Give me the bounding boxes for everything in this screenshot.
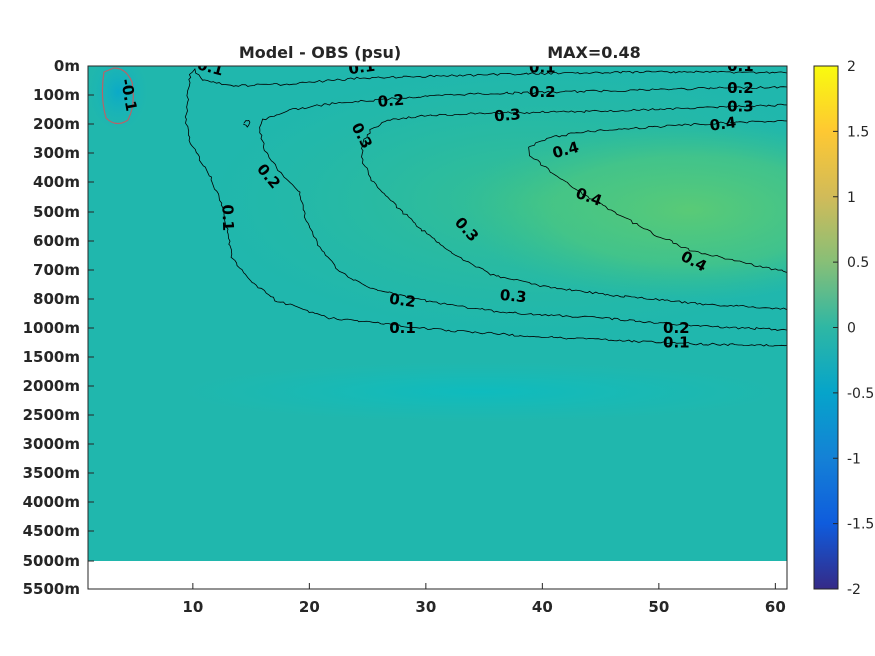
contour-neg-0.1 xyxy=(101,67,134,125)
contour-label: 0.1 xyxy=(218,204,237,231)
x-tick-label: 30 xyxy=(415,598,436,616)
contour-label: 0.3 xyxy=(499,286,527,306)
colorbar-ticks: 2 1.5 1 0.5 0 -0.5 -1 -1.5 -2 xyxy=(833,59,874,598)
y-tick-label: 100m xyxy=(33,86,80,104)
y-tick-label: 800m xyxy=(33,290,80,308)
y-tick-label: 0m xyxy=(54,57,80,75)
max-annotation: MAX=0.48 xyxy=(547,43,641,62)
y-tick-label: 3000m xyxy=(23,435,80,453)
x-tick-label: 40 xyxy=(532,598,553,616)
x-tick-label: 60 xyxy=(765,598,786,616)
y-tick-label: 5500m xyxy=(23,580,80,598)
deep-cold-band xyxy=(180,362,780,422)
missing-data-strip xyxy=(88,561,787,589)
contour-label: 0.1 xyxy=(529,58,556,76)
y-tick-label: 5000m xyxy=(23,552,80,570)
colorbar-tick-label: -0.5 xyxy=(847,386,874,402)
colorbar-tick-label: 0 xyxy=(847,321,856,337)
colorbar-tick-label: 2 xyxy=(847,59,856,75)
x-tick-label: 50 xyxy=(648,598,669,616)
colorbar-tick-label: 1.5 xyxy=(847,124,869,140)
contour-lines xyxy=(101,67,787,347)
contour-label: 0.2 xyxy=(377,91,405,111)
colorbar-tick-label: 0.5 xyxy=(847,255,869,271)
x-tick-label: 20 xyxy=(299,598,320,616)
x-axis-ticks: 10 20 30 40 50 60 xyxy=(182,583,786,616)
contour-0.1-outer xyxy=(184,68,787,347)
contour-label: 0.1 xyxy=(389,319,416,337)
y-tick-label: 200m xyxy=(33,115,80,133)
contour-label: 0.2 xyxy=(727,79,754,97)
contour-label: 0.1 xyxy=(347,57,376,79)
contour-label: 0.2 xyxy=(388,290,417,312)
colorbar-tick-label: -1 xyxy=(847,451,861,467)
y-tick-label: 300m xyxy=(33,144,80,162)
contour-label: 0.1 xyxy=(727,57,754,75)
contour-label: 0.4 xyxy=(709,113,738,135)
contour-0.2 xyxy=(259,86,787,331)
contour-0.3 xyxy=(361,103,787,311)
y-tick-label: 1000m xyxy=(23,319,80,337)
y-tick-label: 4000m xyxy=(23,493,80,511)
y-tick-label: 2000m xyxy=(23,377,80,395)
y-tick-label: 600m xyxy=(33,232,80,250)
y-axis-ticks: 0m 100m 200m 300m 400m 500m 600m 700m 800m 1000m 1… xyxy=(23,57,94,598)
chart-title: Model - OBS (psu) xyxy=(239,43,401,62)
contour-label: 0.3 xyxy=(727,98,754,116)
contour-label: 0.2 xyxy=(529,83,556,101)
colorbar-tick-label: -2 xyxy=(847,582,861,598)
heatmap-field: 0.1 0.1 0.1 0.10.2 0.2 0.20.3 0.30.40.30.20.10… xyxy=(88,57,787,561)
contour-label: 0.1 xyxy=(663,334,690,352)
y-tick-label: 1500m xyxy=(23,348,80,366)
y-tick-label: 700m xyxy=(33,261,80,279)
warm-core xyxy=(460,120,787,300)
contour-0.4 xyxy=(528,120,787,273)
y-tick-label: 4500m xyxy=(23,522,80,540)
colorbar-tick-label: 1 xyxy=(847,190,856,206)
contour-0.1-left-small xyxy=(243,120,251,128)
y-tick-label: 3500m xyxy=(23,464,80,482)
x-tick-label: 10 xyxy=(182,598,203,616)
colorbar-tick-label: -1.5 xyxy=(847,517,874,533)
y-tick-label: 400m xyxy=(33,173,80,191)
surface-negative-patch xyxy=(88,66,148,132)
contour-label: 0.2 xyxy=(663,319,690,337)
y-tick-label: 500m xyxy=(33,203,80,221)
contour-label: -0.1 xyxy=(117,77,140,112)
contour-label: 0.3 xyxy=(493,105,521,125)
y-tick-label: 2500m xyxy=(23,406,80,424)
